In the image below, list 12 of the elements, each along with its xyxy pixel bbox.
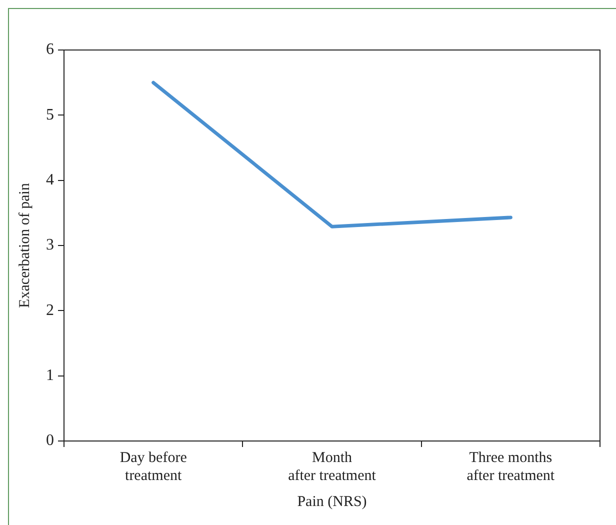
x-tick-label: Three months after treatment <box>466 450 556 484</box>
x-tick-label: Day before treatment <box>120 450 188 484</box>
x-tick-label: Month after treatment <box>288 450 377 484</box>
y-tick-label: 0 <box>46 432 54 450</box>
y-tick-label: 5 <box>46 106 54 124</box>
y-tick-label: 2 <box>46 302 54 319</box>
y-tick-label: 6 <box>46 41 54 58</box>
y-tick-label: 4 <box>46 172 54 189</box>
y-tick-label: 1 <box>46 367 54 384</box>
y-tick-label: 3 <box>46 236 54 254</box>
y-axis-title: Exacerbation of pain <box>16 182 33 308</box>
x-axis-title: Pain (NRS) <box>297 494 367 510</box>
